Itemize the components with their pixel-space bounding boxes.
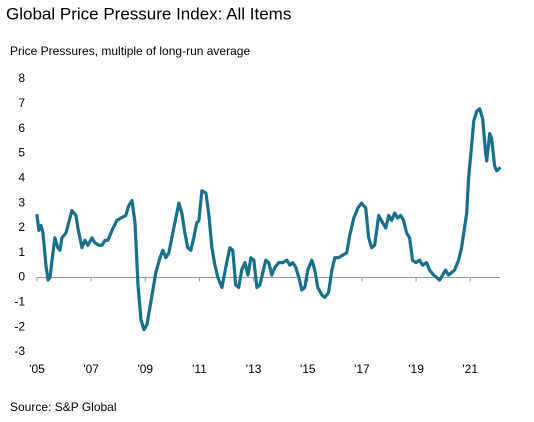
x-tick-label: '21 (462, 362, 478, 376)
source-note: Source: S&P Global (10, 400, 117, 414)
y-tick-label: 3 (18, 195, 25, 209)
y-tick-label: 2 (18, 220, 25, 234)
y-tick-label: 5 (18, 146, 25, 160)
y-tick-label: 4 (18, 170, 25, 184)
data-line (35, 107, 502, 332)
x-tick-label: '19 (408, 362, 424, 376)
x-tick-label: '09 (137, 362, 153, 376)
y-axis-label: Price Pressures, multiple of long-run av… (10, 44, 250, 58)
y-tick-label: 6 (18, 121, 25, 135)
x-tick-label: '13 (246, 362, 262, 376)
chart-title: Global Price Pressure Index: All Items (6, 4, 291, 23)
y-tick-label: 1 (18, 245, 25, 259)
y-tick-label: -3 (14, 344, 25, 358)
y-tick-label: -1 (14, 295, 25, 309)
y-tick-label: -2 (14, 319, 25, 333)
x-tick-label: '17 (354, 362, 370, 376)
y-tick-label: 0 (18, 270, 25, 284)
x-tick-label: '15 (300, 362, 316, 376)
y-tick-label: 8 (18, 71, 25, 85)
y-tick-label: 7 (18, 96, 25, 110)
x-tick-label: '11 (192, 362, 207, 376)
x-tick-label: '05 (29, 362, 45, 376)
x-tick-label: '07 (83, 362, 99, 376)
